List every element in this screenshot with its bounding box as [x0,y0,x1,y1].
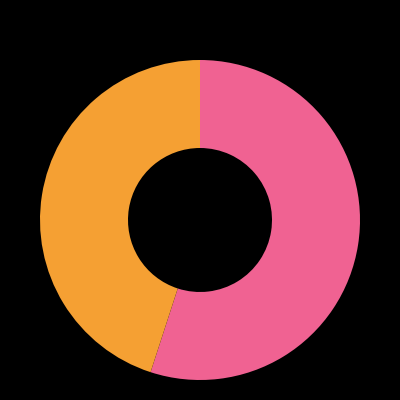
Wedge shape [150,60,360,380]
Wedge shape [40,60,200,372]
